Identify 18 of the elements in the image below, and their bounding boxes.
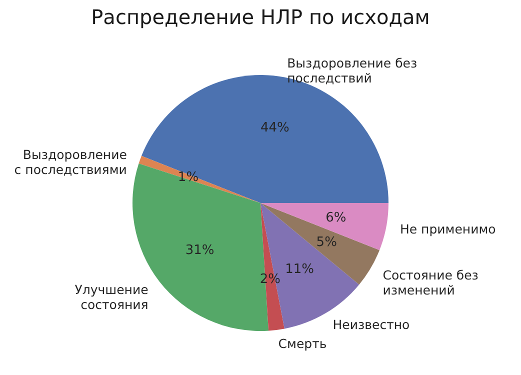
pie-slice: [141, 75, 388, 203]
slice-label: Не применимо: [400, 222, 496, 237]
slice-label: Выздоровление без последствий: [287, 56, 418, 86]
pie-slice: [138, 156, 260, 203]
chart-title: Распределение НЛР по исходам: [91, 5, 430, 29]
data-label: 5%: [316, 235, 337, 250]
pie-slice: [260, 203, 380, 285]
slice-label: Неизвестно: [332, 317, 410, 332]
slice-label: Смерть: [278, 336, 327, 351]
data-label: 31%: [185, 243, 214, 258]
data-label: 11%: [285, 262, 314, 278]
slice-label: Состояние без изменений: [382, 267, 478, 298]
pie-slice: [260, 203, 388, 250]
slice-label: Улучшение состояния: [74, 282, 149, 312]
slice-label: Выздоровление с последствиями: [14, 146, 128, 177]
data-label: 6%: [326, 210, 346, 226]
pie-slice: [260, 203, 284, 331]
data-label: 44%: [260, 120, 290, 136]
